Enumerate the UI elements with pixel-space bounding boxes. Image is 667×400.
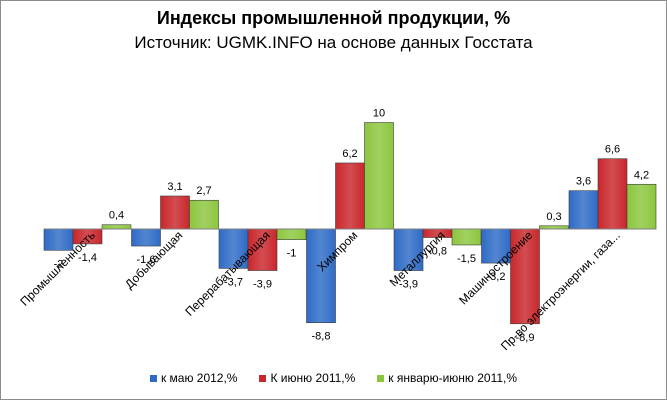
- legend-label-may: к маю 2012,%: [160, 371, 238, 385]
- data-label-1-6: 6,6: [605, 144, 620, 156]
- legend-item-jan-jun: к январю-июню 2011,%: [377, 371, 517, 385]
- legend-label-jan-jun: к январю-июню 2011,%: [388, 371, 518, 385]
- data-label-2-6: 4,2: [634, 169, 649, 181]
- data-label-0-5: -3,2: [487, 271, 506, 283]
- data-label-2-4: -1,5: [457, 253, 476, 265]
- data-label-2-1: 2,7: [196, 185, 211, 197]
- bar-0-6: [568, 190, 599, 230]
- legend: к маю 2012,% К июню 2011,% к январю-июню…: [0, 371, 667, 385]
- bar-2-0: [101, 224, 132, 230]
- data-label-0-0: -2: [54, 258, 64, 270]
- bar-0-1: [131, 228, 161, 247]
- data-label-2-3: 10: [373, 108, 385, 120]
- chart-subtitle: Источник: UGMK.INFO на основе данных Гос…: [134, 33, 533, 52]
- data-label-1-2: -3,9: [253, 279, 272, 291]
- data-label-1-1: 3,1: [167, 181, 182, 193]
- bar-1-1: [160, 195, 190, 230]
- data-label-0-6: 3,6: [576, 176, 591, 188]
- data-label-1-5: -8,9: [516, 332, 535, 344]
- bar-2-2: [276, 228, 307, 240]
- legend-swatch-may: [149, 374, 157, 382]
- data-label-1-4: -0,8: [428, 246, 447, 258]
- legend-item-may: к маю 2012,%: [149, 371, 238, 385]
- bar-2-6: [626, 183, 657, 230]
- data-label-0-3: -8,8: [312, 331, 331, 343]
- bar-0-3: [306, 228, 336, 324]
- bar-0-4: [393, 228, 424, 271]
- data-label-2-2: -1: [287, 248, 297, 260]
- legend-label-june: К июню 2011,%: [270, 371, 356, 385]
- legend-swatch-june: [259, 374, 267, 382]
- bar-2-4: [451, 228, 482, 246]
- bar-0-5: [481, 228, 511, 264]
- data-label-0-2: -3,7: [224, 276, 243, 288]
- bar-1-6: [597, 158, 628, 230]
- legend-swatch-jan-jun: [377, 374, 385, 382]
- bar-1-2: [247, 228, 278, 271]
- data-label-2-0: 0,4: [109, 210, 124, 222]
- bar-1-3: [335, 162, 365, 230]
- bar-2-3: [364, 122, 394, 230]
- data-label-1-3: 6,2: [342, 148, 357, 160]
- legend-item-june: К июню 2011,%: [259, 371, 355, 385]
- data-label-0-1: -1,6: [137, 254, 156, 266]
- data-label-1-0: -1,4: [78, 252, 97, 264]
- data-label-2-5: 0,3: [546, 211, 561, 223]
- chart-title: Индексы промышленной продукции, %: [156, 8, 511, 28]
- bar-2-1: [189, 199, 219, 230]
- data-label-0-4: -3,9: [399, 279, 418, 291]
